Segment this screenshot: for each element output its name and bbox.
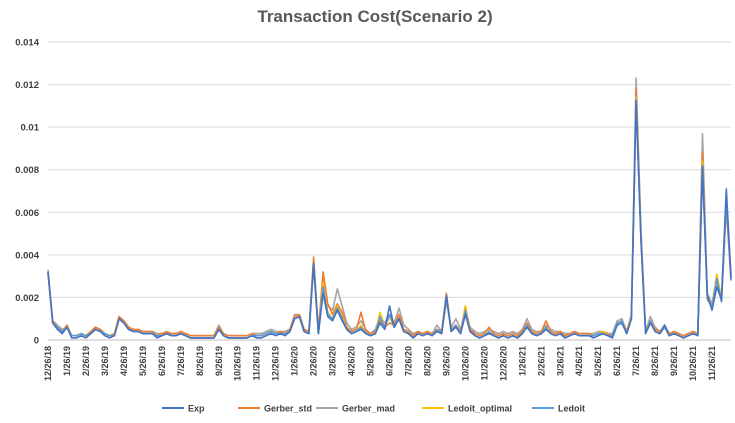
x-tick-label: 1/26/21: [517, 346, 527, 376]
y-tick-label: 0.006: [15, 208, 39, 219]
legend-label: Ledoit: [558, 404, 585, 414]
x-tick-label: 10/26/19: [233, 346, 243, 381]
x-tick-label: 5/26/20: [366, 346, 376, 376]
legend-label: Gerber_std: [264, 404, 312, 414]
y-tick-label: 0.002: [15, 293, 39, 304]
y-tick-label: 0.01: [21, 123, 40, 134]
x-tick-label: 8/26/21: [650, 346, 660, 376]
x-tick-label: 6/26/20: [385, 346, 395, 376]
x-axis-ticks: 12/26/18 1/26/19 2/26/19 3/26/19 4/26/19 5/26…: [43, 346, 717, 381]
x-tick-label: 2/26/19: [81, 346, 91, 376]
x-tick-label: 11/26/20: [479, 346, 489, 381]
legend: Exp Gerber_std Gerber_mad Ledoit_optimal Led…: [162, 404, 585, 414]
x-tick-label: 7/26/21: [631, 346, 641, 376]
x-tick-label: 5/26/19: [138, 346, 148, 376]
x-tick-label: 6/26/21: [612, 346, 622, 376]
y-tick-label: 0.008: [15, 165, 39, 176]
x-tick-label: 9/26/20: [441, 346, 451, 376]
x-tick-label: 9/26/21: [669, 346, 679, 376]
x-tick-label: 12/26/20: [498, 346, 508, 381]
y-tick-label: 0.014: [15, 38, 39, 49]
x-tick-label: 11/26/21: [707, 346, 717, 381]
x-tick-label: 8/26/20: [422, 346, 432, 376]
x-tick-label: 2/26/21: [536, 346, 546, 376]
x-tick-label: 4/26/19: [119, 346, 129, 376]
series-line-ledoit-optimal: [47, 96, 732, 339]
x-tick-label: 4/26/21: [574, 346, 584, 376]
y-tick-label: 0: [34, 336, 39, 347]
x-tick-label: 11/26/19: [252, 346, 262, 381]
series-line-exp: [47, 100, 732, 339]
x-tick-label: 4/26/20: [347, 346, 357, 376]
x-tick-label: 5/26/21: [593, 346, 603, 376]
legend-label: Exp: [188, 404, 205, 414]
x-tick-label: 3/26/21: [555, 346, 565, 376]
x-tick-label: 9/26/19: [214, 346, 224, 376]
x-tick-label: 8/26/19: [195, 346, 205, 376]
x-tick-label: 3/26/20: [328, 346, 338, 376]
chart-title: Transaction Cost(Scenario 2): [257, 7, 492, 26]
gridlines: [48, 41, 731, 341]
y-axis-ticks: 0 0.002 0.004 0.006 0.008 0.01 0.012 0.014: [15, 38, 39, 347]
x-tick-label: 10/26/21: [688, 346, 698, 381]
x-tick-label: 7/26/19: [176, 346, 186, 376]
x-tick-label: 12/26/18: [43, 346, 53, 381]
x-tick-label: 1/26/20: [290, 346, 300, 376]
series-lines: [47, 77, 732, 339]
y-tick-label: 0.012: [15, 80, 39, 91]
x-tick-label: 12/26/19: [271, 346, 281, 381]
x-tick-label: 7/26/20: [403, 346, 413, 376]
x-tick-label: 1/26/19: [62, 346, 72, 376]
x-tick-label: 2/26/20: [309, 346, 319, 376]
x-tick-label: 6/26/19: [157, 346, 167, 376]
x-tick-label: 10/26/20: [460, 346, 470, 381]
y-tick-label: 0.004: [15, 250, 39, 261]
legend-label: Ledoit_optimal: [448, 404, 512, 414]
series-line-ledoit: [47, 98, 732, 339]
x-tick-label: 3/26/19: [100, 346, 110, 376]
legend-label: Gerber_mad: [342, 404, 395, 414]
